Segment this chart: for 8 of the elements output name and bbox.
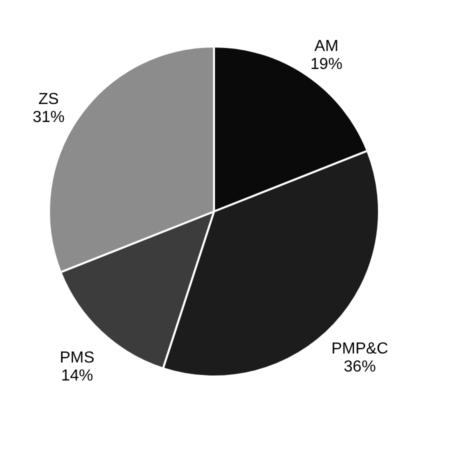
slice-label: PMP&C xyxy=(331,340,388,358)
data-label: 19% xyxy=(310,56,342,74)
slice-label: ZS xyxy=(38,91,59,108)
slice-label: PMS xyxy=(60,349,94,366)
data-label: 31% xyxy=(32,109,65,126)
data-label: 36% xyxy=(344,358,376,376)
slice-label: AM xyxy=(314,38,338,56)
data-label: 14% xyxy=(61,367,94,384)
